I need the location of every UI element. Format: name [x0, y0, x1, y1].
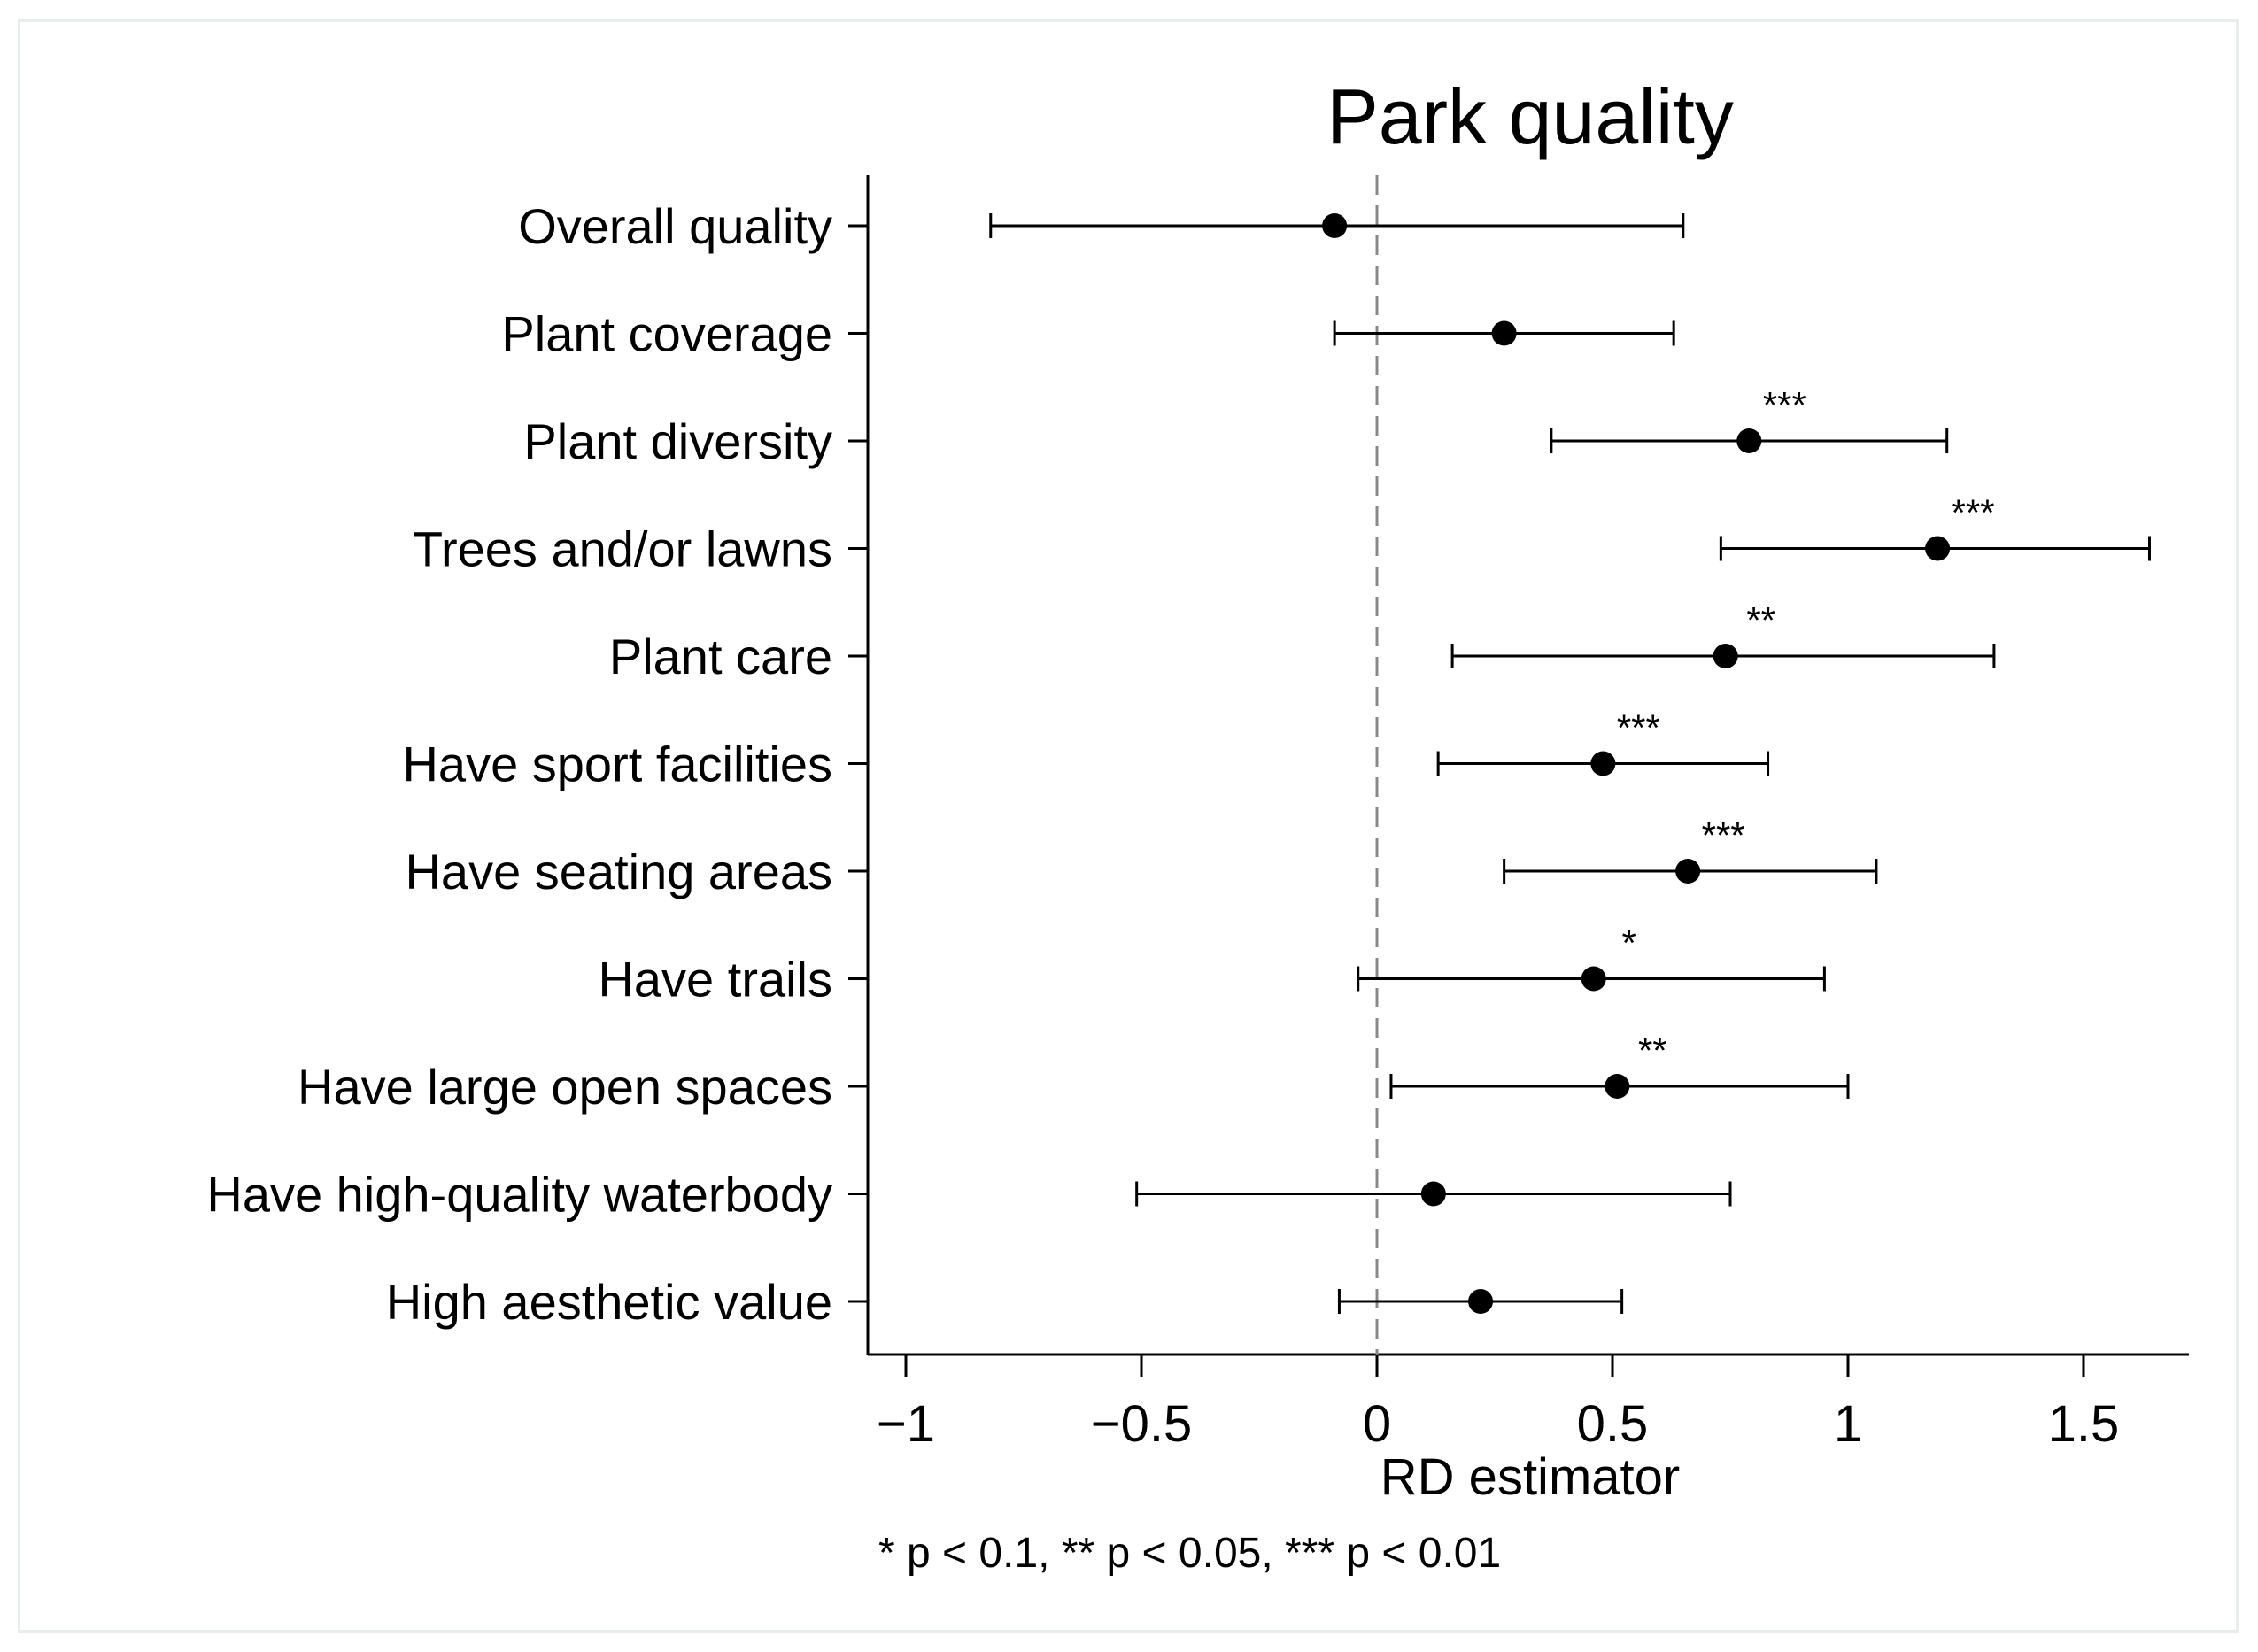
- estimate-row: Plant diversity ***: [523, 384, 1949, 469]
- point-estimate: [1590, 751, 1616, 776]
- estimate-row: Have sport facilities ***: [402, 707, 1770, 792]
- estimate-rows-group: Overall quality Plant coverage Plant diver…: [206, 198, 2151, 1330]
- point-estimate: [1491, 320, 1517, 346]
- significance-stars: **: [1638, 1030, 1667, 1071]
- significance-stars: ***: [1952, 492, 1995, 534]
- category-label: Have sport facilities: [402, 737, 832, 792]
- estimate-row: Have seating areas ***: [405, 814, 1878, 899]
- category-label: Have seating areas: [405, 844, 832, 899]
- category-label: Have high-quality waterbody: [206, 1167, 832, 1223]
- x-tick-label: 1: [1834, 1395, 1862, 1453]
- chart-frame: [18, 19, 2239, 1633]
- estimate-row: Have high-quality waterbody: [206, 1167, 1732, 1223]
- estimate-row: Overall quality: [518, 198, 1685, 254]
- estimate-row: Plant care **: [609, 599, 1996, 684]
- point-estimate: [1581, 966, 1606, 992]
- estimate-row: Plant coverage: [501, 306, 1675, 362]
- estimate-row: Have trails *: [598, 922, 1826, 1007]
- chart-title: Park quality: [1326, 73, 1734, 160]
- point-estimate: [1605, 1074, 1630, 1099]
- category-label: Have trails: [598, 952, 832, 1007]
- point-estimate: [1420, 1181, 1446, 1207]
- x-tick-label: 0.5: [1577, 1395, 1649, 1453]
- significance-stars: **: [1746, 599, 1775, 641]
- estimate-row: Trees and/or lawns ***: [413, 492, 2151, 577]
- significance-note: * p < 0.1, ** p < 0.05, *** p < 0.01: [878, 1530, 1501, 1577]
- category-label: High aesthetic value: [386, 1274, 832, 1330]
- category-label: Overall quality: [518, 198, 832, 254]
- point-estimate: [1925, 536, 1951, 561]
- estimate-row: High aesthetic value: [386, 1274, 1624, 1330]
- category-label: Trees and/or lawns: [413, 521, 832, 577]
- x-tick-label: 1.5: [2048, 1395, 2120, 1453]
- category-label: Plant coverage: [501, 306, 832, 362]
- category-label: Plant diversity: [523, 413, 832, 469]
- x-axis-label: RD estimator: [1380, 1448, 1680, 1506]
- point-estimate: [1675, 859, 1701, 884]
- category-label: Plant care: [609, 629, 832, 684]
- x-tick-label: −0.5: [1091, 1395, 1193, 1453]
- point-estimate: [1468, 1289, 1494, 1314]
- category-label: Have large open spaces: [298, 1059, 832, 1115]
- point-estimate: [1322, 213, 1348, 238]
- x-tick-label: 0: [1363, 1395, 1391, 1453]
- point-estimate: [1736, 428, 1762, 453]
- x-tick-label: −1: [877, 1395, 935, 1453]
- significance-stars: ***: [1617, 707, 1660, 749]
- point-estimate: [1713, 644, 1738, 668]
- significance-stars: *: [1622, 922, 1636, 964]
- significance-stars: ***: [1763, 384, 1806, 426]
- x-ticks-group: −1 −0.5 0 0.5 1 1.5: [877, 1355, 2119, 1453]
- significance-stars: ***: [1702, 814, 1745, 856]
- estimate-row: Have large open spaces **: [298, 1030, 1850, 1115]
